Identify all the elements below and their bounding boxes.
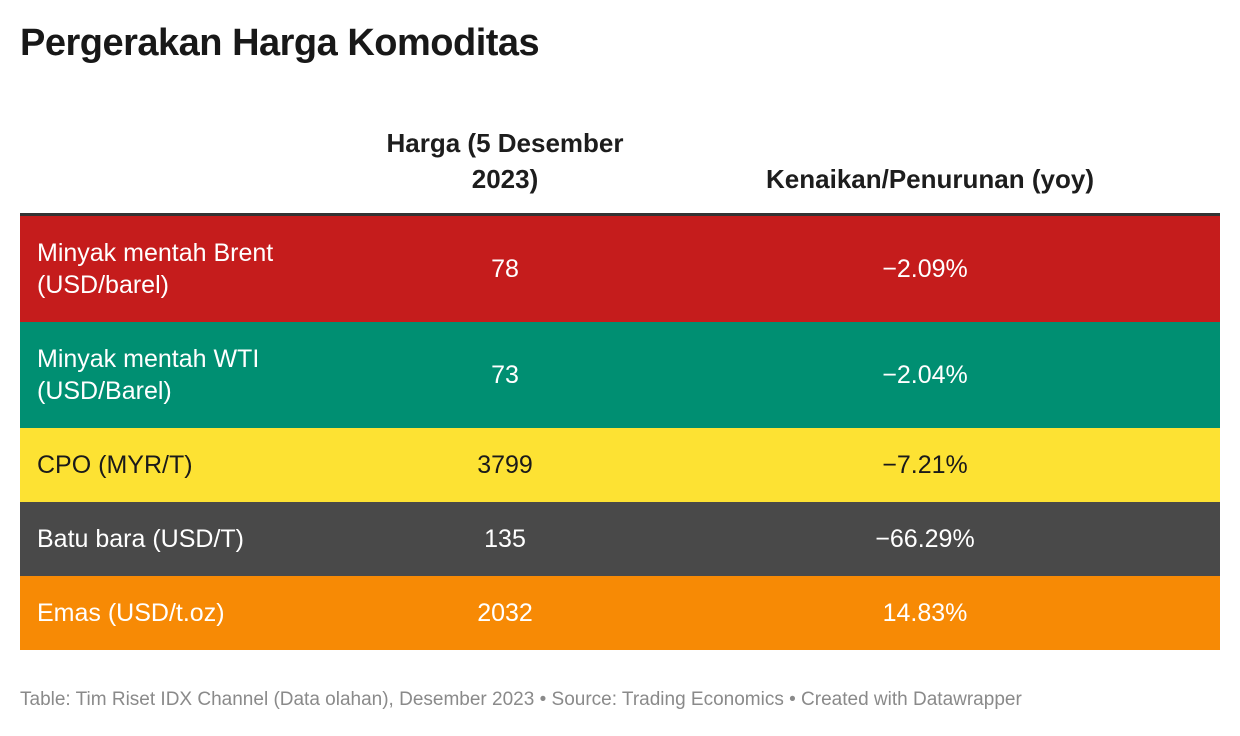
header-commodity [20, 120, 370, 213]
header-price: Harga (5 Desember 2023) [386, 128, 624, 194]
commodity-name: Batu bara (USD/T) [37, 525, 245, 553]
commodity-price: 2032 [477, 598, 533, 627]
header-change: Kenaikan/Penurunan (yoy) [766, 164, 1094, 194]
commodity-change: −2.09% [882, 254, 968, 283]
commodity-name: CPO (MYR/T) [37, 451, 193, 479]
table-row: Batu bara (USD/T) 135 −66.29% [20, 502, 1220, 576]
table-header: Harga (5 Desember 2023) Kenaikan/Penurun… [20, 120, 1220, 216]
page-title: Pergerakan Harga Komoditas [20, 22, 540, 64]
table-row: Minyak mentah Brent (USD/barel) 78 −2.09… [20, 216, 1220, 322]
source-footer: Table: Tim Riset IDX Channel (Data olaha… [20, 689, 1022, 710]
commodity-price: 73 [491, 360, 519, 389]
commodity-name: Minyak mentah Brent (USD/barel) [37, 239, 274, 299]
commodity-change: 14.83% [882, 598, 968, 627]
commodity-table: Harga (5 Desember 2023) Kenaikan/Penurun… [20, 120, 1220, 650]
commodity-price: 135 [484, 524, 526, 553]
commodity-change: −7.21% [882, 450, 968, 479]
commodity-change: −66.29% [875, 524, 975, 553]
table-row: CPO (MYR/T) 3799 −7.21% [20, 428, 1220, 502]
commodity-change: −2.04% [882, 360, 968, 389]
commodity-name: Minyak mentah WTI (USD/Barel) [37, 345, 260, 405]
table-row: Minyak mentah WTI (USD/Barel) 73 −2.04% [20, 322, 1220, 428]
commodity-price: 3799 [477, 450, 533, 479]
commodity-price: 78 [491, 254, 519, 283]
table-row: Emas (USD/t.oz) 2032 14.83% [20, 576, 1220, 650]
commodity-name: Emas (USD/t.oz) [37, 599, 225, 627]
